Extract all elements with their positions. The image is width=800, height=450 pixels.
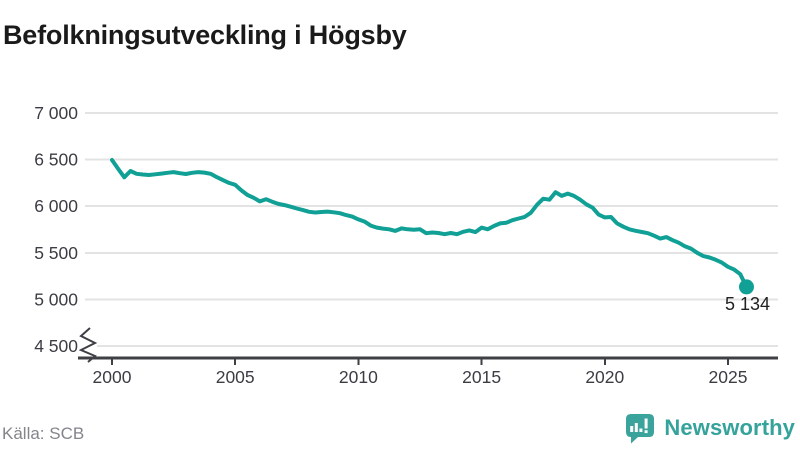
- x-tick-label-2020: 2020: [585, 367, 624, 387]
- source-note: Källa: SCB: [2, 424, 85, 443]
- y-tick-label-6000: 6 000: [34, 196, 78, 216]
- y-tick-label-5500: 5 500: [34, 243, 78, 263]
- y-tick-label-5000: 5 000: [34, 289, 78, 309]
- x-tick-label-2000: 2000: [93, 367, 132, 387]
- y-tick-label-6500: 6 500: [34, 150, 78, 170]
- series-end-dot: [738, 279, 754, 295]
- population-series-line: [110, 158, 749, 289]
- y-tick-label-7000: 7 000: [34, 103, 78, 123]
- x-tick-label-2025: 2025: [709, 367, 748, 387]
- x-tick-label-2005: 2005: [216, 367, 255, 387]
- x-tick-label-2015: 2015: [462, 367, 501, 387]
- x-tick-label-2010: 2010: [339, 367, 378, 387]
- newsworthy-logo: Newsworthy: [624, 412, 795, 444]
- chart-title: Befolkningsutveckling i Högsby: [3, 20, 407, 51]
- newsworthy-logo-text: Newsworthy: [664, 415, 795, 440]
- series-end-value-label: 5 134: [725, 294, 770, 314]
- y-axis-break-icon: [78, 327, 98, 363]
- newsworthy-bubble-chart-icon: [626, 414, 655, 444]
- y-tick-label-4500: 4 500: [34, 336, 78, 356]
